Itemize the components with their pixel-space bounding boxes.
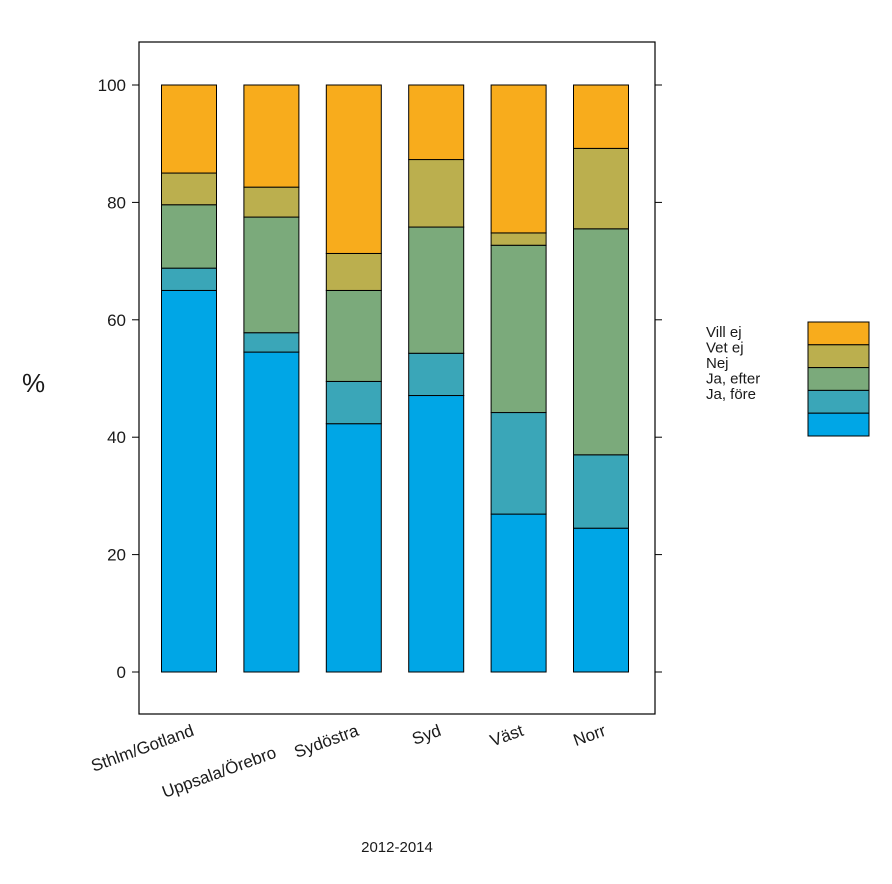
y-axis-ticks: 0 20 40 60 80 100 — [98, 76, 139, 682]
y-axis-ticks-right — [655, 84, 662, 673]
legend-swatch-ja-efter — [807, 389, 870, 414]
bar-segment-ja-fore — [243, 351, 300, 673]
x-tick-label: Syd — [410, 721, 444, 749]
bar-segment-ja-efter — [490, 412, 547, 515]
bar-segment-ja-efter — [573, 454, 629, 529]
bar-segment-nej — [490, 244, 547, 414]
legend-swatch-ja-fore — [807, 412, 870, 437]
bar-segment-vet-ej — [325, 252, 382, 291]
bar-segment-vet-ej — [243, 186, 300, 218]
bar-segment-vet-ej — [490, 232, 547, 246]
bar-segment-vet-ej — [408, 159, 465, 228]
x-tick-label: Väst — [487, 721, 526, 751]
plot-frame — [138, 41, 656, 715]
bar-segment-vill-ej — [573, 84, 629, 149]
bar-segment-vill-ej — [408, 84, 465, 161]
y-axis-label: % — [22, 368, 45, 398]
bar-segment-ja-fore — [490, 513, 547, 673]
bar-stack-sthlm-gotland — [161, 84, 217, 673]
bar-segment-vill-ej — [161, 84, 217, 174]
bar-segment-nej — [325, 289, 382, 382]
bar-stacks — [161, 84, 629, 673]
bar-segment-nej — [161, 204, 217, 269]
y-tick-label: 60 — [107, 311, 126, 330]
bar-segment-nej — [573, 228, 629, 456]
bar-stack-norr — [573, 84, 629, 673]
bar-stack-uppsala-orebro — [243, 84, 300, 673]
y-tick-label: 100 — [98, 76, 126, 95]
bar-stack-sydostra — [325, 84, 382, 673]
bar-segment-vet-ej — [573, 147, 629, 230]
bar-segment-vill-ej — [243, 84, 300, 188]
y-tick-label: 0 — [117, 663, 126, 682]
x-tick-label: Uppsala/Örebro — [159, 743, 278, 802]
legend-label-nej: Nej — [706, 355, 729, 372]
x-tick-label: Sthlm/Gotland — [89, 721, 197, 776]
bar-segment-ja-efter — [243, 332, 300, 353]
legend-swatch-vet-ej — [807, 344, 870, 369]
bar-segment-ja-fore — [161, 289, 217, 673]
legend-label-ja-fore: Ja, före — [706, 386, 756, 403]
y-tick-label: 80 — [107, 193, 126, 212]
bar-segment-nej — [243, 216, 300, 334]
x-tick-label: Sydöstra — [292, 721, 362, 762]
bar-segment-ja-fore — [408, 395, 465, 673]
x-tick-label: Norr — [571, 721, 609, 750]
bar-segment-ja-efter — [325, 380, 382, 425]
legend-label-vet-ej: Vet ej — [706, 340, 744, 357]
legend-label-ja-efter: Ja, efter — [706, 371, 760, 388]
bar-segment-ja-efter — [408, 352, 465, 397]
legend-label-vill-ej: Vill ej — [706, 324, 742, 341]
y-tick-label: 20 — [107, 546, 126, 565]
bar-segment-ja-fore — [325, 423, 382, 673]
bar-stack-vast — [490, 84, 547, 673]
bar-segment-ja-efter — [161, 267, 217, 291]
legend-swatch-nej — [807, 367, 870, 391]
bar-segment-vill-ej — [325, 84, 382, 254]
bar-segment-ja-fore — [573, 527, 629, 673]
bar-segment-vet-ej — [161, 172, 217, 206]
x-axis-label: 2012-2014 — [361, 839, 433, 856]
legend-swatch-vill-ej — [807, 321, 870, 346]
bar-segment-nej — [408, 226, 465, 354]
bar-segment-vill-ej — [490, 84, 547, 234]
bar-stack-syd — [408, 84, 465, 673]
y-tick-label: 40 — [107, 428, 126, 447]
